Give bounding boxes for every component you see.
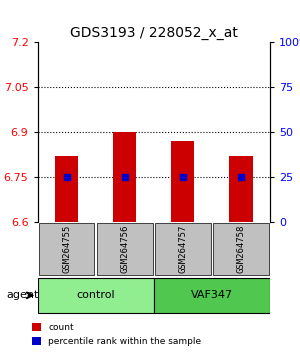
FancyBboxPatch shape	[97, 223, 153, 275]
Text: VAF347: VAF347	[191, 290, 233, 300]
Text: GSM264758: GSM264758	[236, 224, 245, 273]
FancyBboxPatch shape	[155, 223, 211, 275]
FancyBboxPatch shape	[39, 223, 94, 275]
Bar	[113, 132, 136, 222]
FancyBboxPatch shape	[38, 278, 154, 313]
FancyBboxPatch shape	[154, 278, 270, 313]
Text: GSM264757: GSM264757	[178, 224, 187, 273]
Legend: count, percentile rank within the sample: count, percentile rank within the sample	[28, 320, 205, 349]
FancyBboxPatch shape	[213, 223, 269, 275]
Text: GSM264756: GSM264756	[120, 224, 129, 273]
Bar	[229, 156, 253, 222]
Bar	[171, 141, 194, 222]
Title: GDS3193 / 228052_x_at: GDS3193 / 228052_x_at	[70, 26, 238, 40]
Text: agent: agent	[6, 290, 39, 300]
Text: control: control	[76, 290, 115, 300]
Bar	[55, 156, 78, 222]
Text: GSM264755: GSM264755	[62, 224, 71, 273]
